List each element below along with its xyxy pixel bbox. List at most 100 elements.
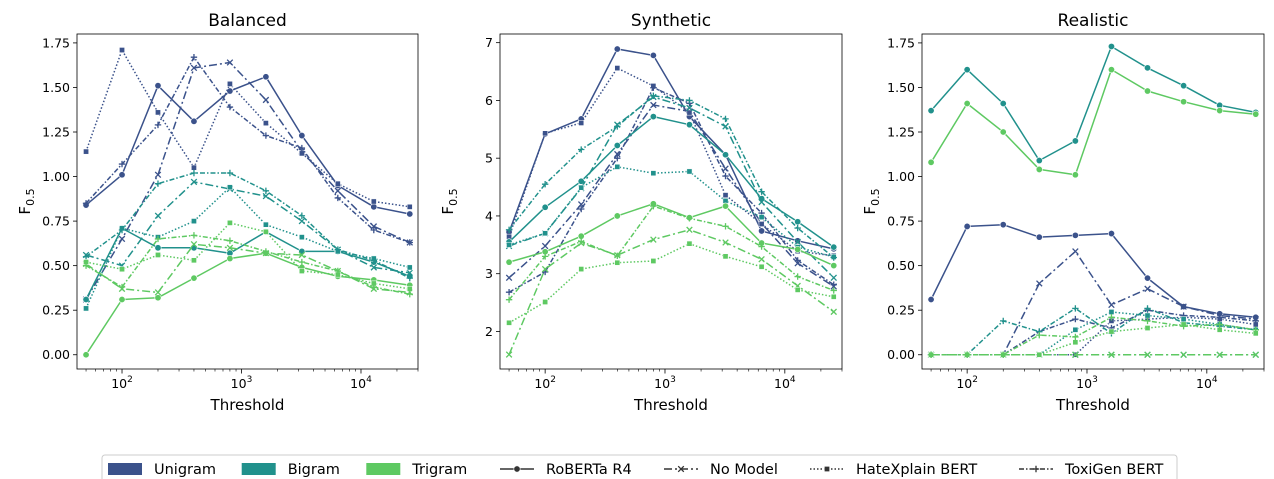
data-point: [406, 269, 414, 277]
data-point: [227, 81, 233, 87]
legend-marker: [513, 465, 521, 473]
data-point: [154, 121, 162, 129]
data-point: [1036, 280, 1043, 287]
x-tick-exponent: 3: [247, 375, 253, 385]
series-unigram-hatexplain-bert: [506, 65, 837, 259]
x-tick-base: 10: [534, 376, 550, 391]
data-point: [686, 109, 693, 116]
data-point: [758, 227, 766, 235]
y-tick-label: 1.25: [42, 125, 70, 140]
data-point: [650, 202, 657, 210]
data-point: [82, 351, 90, 359]
data-point: [370, 203, 378, 211]
data-point: [613, 141, 621, 149]
subplot-balanced: Balanced 0.00 0.25 0.50 0.75 1.00 1.25 1.50 1.75…: [16, 11, 419, 414]
data-point: [794, 257, 801, 264]
y-tick-label: 1.50: [887, 80, 915, 95]
series-unigram-no-model: [927, 248, 1260, 359]
data-point: [154, 212, 162, 220]
data-point: [1107, 42, 1115, 50]
series-unigram-toxigen-bert: [927, 306, 1259, 358]
data-point: [1252, 326, 1259, 333]
data-point: [613, 45, 621, 53]
data-point: [190, 53, 198, 61]
series-line: [930, 223, 1256, 319]
y-tick-label: 0.00: [887, 347, 915, 362]
data-point: [758, 188, 765, 195]
data-point: [963, 66, 971, 74]
data-point: [190, 232, 198, 239]
data-point: [190, 117, 198, 125]
data-point: [1144, 285, 1151, 293]
data-point: [118, 160, 126, 168]
data-point: [190, 241, 198, 248]
data-point: [1072, 333, 1079, 341]
y-tick-label: 0.50: [887, 258, 915, 273]
data-point: [1107, 66, 1115, 74]
data-point: [1216, 107, 1224, 115]
data-point: [830, 262, 838, 270]
data-point: [227, 184, 233, 191]
y-tick-label: 0.75: [887, 214, 915, 229]
data-point: [830, 281, 837, 288]
legend-label-trigram: Trigram: [411, 462, 467, 478]
data-point: [334, 246, 342, 253]
series-trigram-toxigen-bert: [505, 202, 837, 303]
legend-label-unigram: Unigram: [154, 462, 216, 478]
y-axis-label-main: F: [439, 206, 457, 215]
data-point: [1000, 351, 1007, 358]
data-point: [686, 226, 693, 234]
y-tick-label: 0.75: [42, 214, 70, 229]
series-line: [931, 316, 1256, 356]
x-tick-base: 10: [1196, 376, 1212, 391]
series-bigram-toxigen-bert: [505, 92, 837, 261]
data-point: [927, 158, 935, 166]
data-point: [118, 296, 126, 304]
y-tick-label: 1.00: [42, 169, 70, 184]
data-point: [830, 308, 838, 316]
data-point: [758, 255, 765, 263]
data-point: [1072, 339, 1079, 346]
data-point: [794, 218, 802, 226]
data-point: [406, 290, 413, 298]
data-point: [999, 128, 1007, 136]
data-point: [722, 253, 729, 260]
x-tick-exponent: 4: [790, 375, 796, 385]
data-point: [541, 242, 549, 250]
data-point: [578, 238, 585, 245]
data-point: [263, 120, 269, 126]
data-point: [262, 248, 270, 255]
data-point: [1035, 233, 1043, 241]
data-point: [963, 222, 971, 230]
y-tick-label: 3: [485, 266, 493, 281]
data-point: [999, 99, 1007, 107]
data-point: [334, 180, 341, 187]
data-point: [505, 226, 513, 234]
data-point: [1216, 314, 1223, 321]
data-point: [722, 192, 729, 198]
data-point: [614, 259, 621, 266]
data-point: [830, 243, 838, 251]
data-point: [1035, 165, 1043, 173]
data-point: [154, 171, 162, 179]
data-point: [1216, 351, 1223, 359]
series-trigram-roberta-r4: [82, 249, 414, 359]
data-point: [722, 115, 729, 123]
data-point: [1216, 326, 1223, 333]
data-point: [927, 296, 935, 304]
data-point: [722, 151, 730, 159]
series-line: [508, 86, 835, 293]
data-point: [334, 194, 342, 202]
data-point: [830, 293, 837, 300]
series-line: [508, 242, 834, 324]
data-point: [154, 82, 162, 90]
data-point: [722, 239, 729, 246]
data-point: [1216, 321, 1223, 328]
data-point: [1071, 231, 1079, 239]
data-point: [830, 274, 838, 282]
data-point: [154, 289, 162, 296]
data-point: [1144, 351, 1151, 359]
series-line: [508, 205, 834, 301]
